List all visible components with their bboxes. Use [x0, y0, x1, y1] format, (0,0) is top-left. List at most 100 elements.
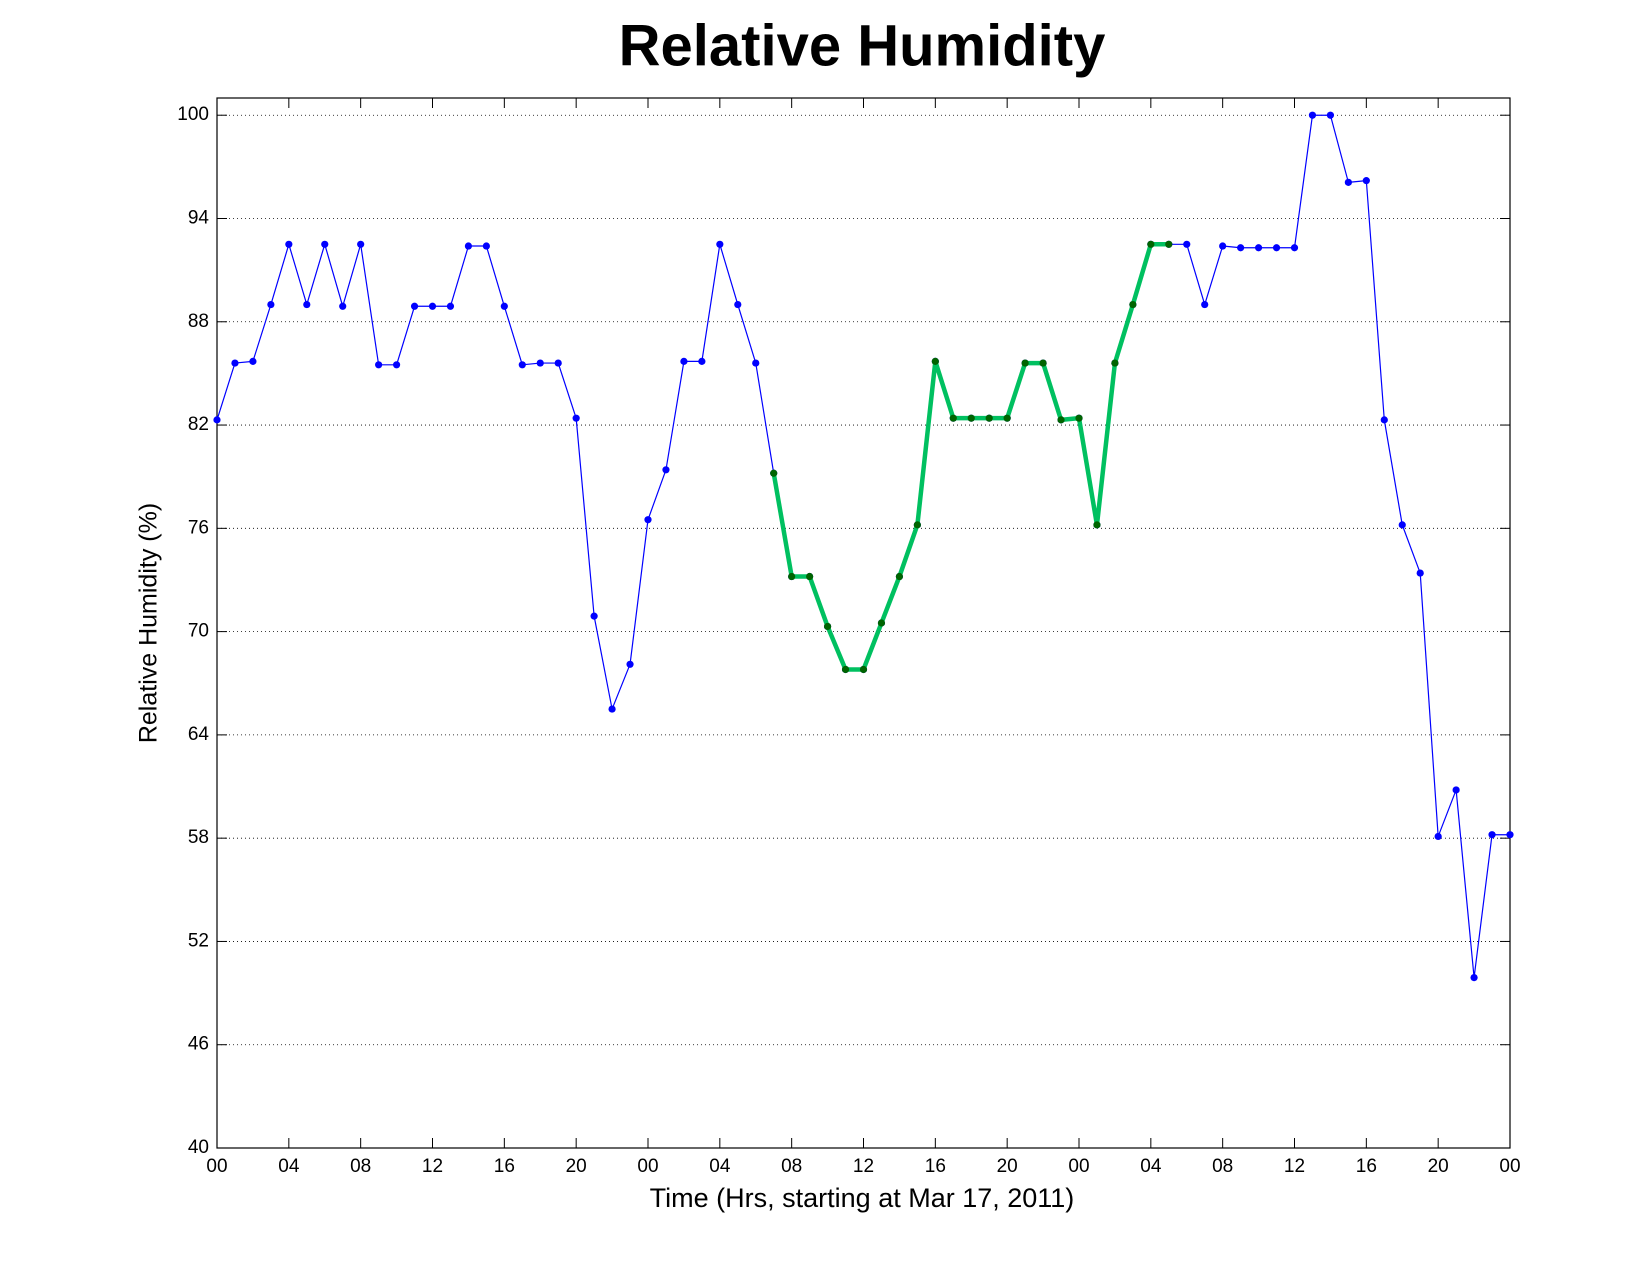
- data-point: [752, 359, 760, 367]
- x-tick-label: 12: [422, 1156, 443, 1177]
- data-point: [339, 302, 347, 310]
- x-tick-label: 08: [1212, 1156, 1233, 1177]
- data-point: [321, 240, 329, 248]
- data-point: [1344, 178, 1352, 186]
- data-point: [1272, 244, 1281, 252]
- series-line: [771, 242, 1169, 672]
- data-point: [1452, 786, 1460, 794]
- y-tick-label: 70: [188, 621, 209, 642]
- data-point: [446, 302, 455, 310]
- data-point: [608, 705, 616, 713]
- data-point: [877, 619, 886, 627]
- data-point: [1039, 359, 1047, 367]
- data-point: [1416, 569, 1424, 577]
- x-tick-label: 16: [925, 1156, 946, 1177]
- data-point: [1237, 244, 1245, 252]
- data-point: [931, 357, 939, 365]
- y-tick-label: 58: [188, 827, 209, 848]
- data-point: [770, 469, 778, 477]
- data-point: [1398, 521, 1406, 529]
- x-tick-label: 00: [206, 1156, 227, 1177]
- data-point: [518, 361, 526, 369]
- y-tick-label: 76: [188, 517, 209, 538]
- y-tick-label: 100: [177, 104, 209, 125]
- plot-frame: [216, 97, 1511, 1149]
- data-point: [554, 359, 562, 367]
- data-point: [357, 240, 365, 248]
- x-tick-label: 20: [566, 1156, 587, 1177]
- x-tick-label: 04: [709, 1156, 731, 1177]
- data-point: [536, 359, 544, 367]
- data-point: [249, 357, 257, 365]
- data-point: [1254, 244, 1263, 252]
- y-tick-label: 64: [188, 724, 210, 745]
- x-tick-label: 00: [1499, 1156, 1520, 1177]
- data-point: [500, 302, 508, 310]
- data-point: [644, 516, 652, 524]
- data-point: [626, 660, 634, 668]
- data-point: [823, 622, 832, 631]
- data-point: [1147, 240, 1155, 248]
- data-point: [1111, 359, 1119, 367]
- data-point: [1219, 242, 1227, 250]
- data-point: [1290, 244, 1299, 252]
- x-tick-label: 04: [278, 1156, 300, 1177]
- data-point: [1183, 240, 1191, 248]
- x-tick-label: 16: [494, 1156, 515, 1177]
- x-tick-label: 16: [1356, 1156, 1377, 1177]
- chart-title: Relative Humidity: [619, 13, 1106, 78]
- data-point: [716, 240, 724, 248]
- data-point: [482, 242, 490, 250]
- x-tick-label: 12: [853, 1156, 874, 1177]
- x-tick-label: 00: [1068, 1156, 1089, 1177]
- data-point: [1326, 111, 1335, 119]
- data-point: [1075, 414, 1083, 422]
- y-tick-label: 40: [188, 1137, 209, 1158]
- x-tick-label: 20: [1428, 1156, 1449, 1177]
- data-point: [1003, 414, 1011, 422]
- x-tick-label: 20: [997, 1156, 1018, 1177]
- data-point: [213, 416, 221, 424]
- data-point: [1362, 177, 1370, 185]
- data-point: [428, 302, 437, 310]
- data-point: [392, 361, 401, 369]
- data-point: [1165, 240, 1173, 248]
- y-tick-label: 88: [188, 311, 209, 332]
- x-tick-label: 04: [1140, 1156, 1162, 1177]
- data-point: [1380, 416, 1388, 424]
- data-point: [1506, 831, 1514, 839]
- data-point: [572, 414, 580, 422]
- x-tick-label: 08: [781, 1156, 802, 1177]
- data-point: [698, 357, 706, 365]
- data-point: [1434, 832, 1442, 841]
- data-point: [788, 572, 796, 581]
- data-point: [680, 357, 688, 365]
- data-point: [662, 466, 670, 474]
- x-axis-label: Time (Hrs, starting at Mar 17, 2011): [650, 1183, 1075, 1213]
- data-point: [949, 414, 957, 422]
- data-point: [590, 612, 598, 620]
- data-point: [859, 665, 868, 674]
- y-tick-label: 46: [188, 1034, 209, 1055]
- x-tick-label: 08: [350, 1156, 371, 1177]
- y-tick-label: 82: [188, 414, 209, 435]
- data-point: [285, 240, 293, 248]
- data-point: [1470, 973, 1478, 982]
- data-point: [734, 300, 742, 309]
- y-tick-label: 52: [188, 930, 209, 951]
- data-point: [1308, 111, 1317, 119]
- data-point: [303, 300, 311, 309]
- data-point: [967, 414, 975, 422]
- data-point: [1093, 521, 1101, 529]
- y-tick-label: 94: [188, 208, 210, 229]
- data-point: [464, 242, 473, 250]
- x-tick-label: 12: [1284, 1156, 1305, 1177]
- data-point: [895, 572, 904, 581]
- data-point: [1021, 359, 1029, 367]
- data-point: [1488, 831, 1496, 839]
- data-point: [231, 359, 239, 367]
- y-axis-label: Relative Humidity (%): [135, 503, 163, 743]
- data-point: [913, 521, 921, 529]
